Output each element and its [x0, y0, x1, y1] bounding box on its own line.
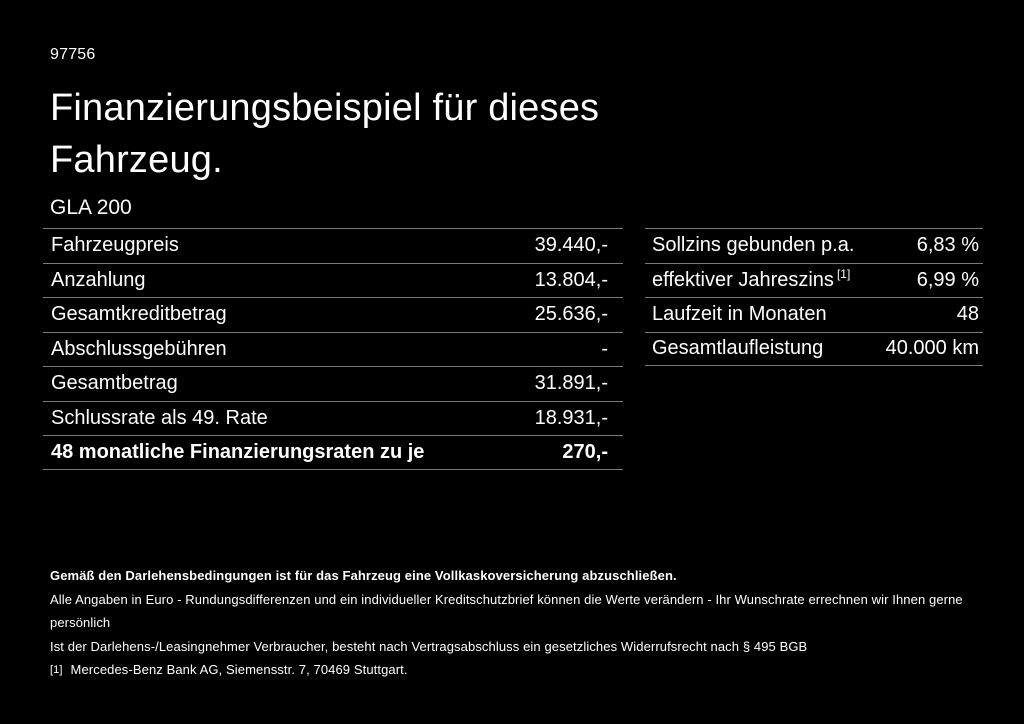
row-value: 25.636,- [534, 303, 608, 326]
row-label: Fahrzeugpreis [51, 234, 179, 257]
conditions-table: Sollzins gebunden p.a. 6,83 % effektiver… [645, 228, 983, 366]
table-row-effektivzins: effektiver Jahreszins [1] 6,99 % [645, 262, 983, 298]
row-value: 6,83 % [916, 234, 979, 257]
row-label: Schlussrate als 49. Rate [51, 406, 268, 429]
table-row-fahrzeugpreis: Fahrzeugpreis 39.440,- [43, 228, 623, 263]
row-label: Laufzeit in Monaten [652, 303, 827, 326]
footnote-text: Mercedes-Benz Bank AG, Siemensstr. 7, 70… [70, 662, 408, 677]
table-row-anzahlung: Anzahlung 13.804,- [43, 262, 623, 298]
footnote: [1] Mercedes-Benz Bank AG, Siemensstr. 7,… [50, 658, 980, 684]
table-row-gesamtbetrag: Gesamtbetrag 31.891,- [43, 366, 623, 401]
footnote-reference: [1] [836, 267, 851, 282]
disclaimer-insurance: Gemäß den Darlehensbedingungen ist für d… [50, 568, 677, 583]
disclaimer-euro-note: Alle Angaben in Euro - Rundungsdifferenz… [50, 591, 963, 631]
page-title-line2: Fahrzeug. [50, 139, 223, 181]
row-value: 13.804,- [534, 268, 608, 291]
page-title-line1: Finanzierungsbeispiel für dieses [50, 87, 600, 129]
row-label: 48 monatliche Finanzierungsraten zu je [51, 440, 425, 463]
row-value: 39.440,- [534, 234, 608, 257]
row-value: 48 [956, 303, 979, 326]
row-value: 18.931,- [534, 406, 608, 429]
row-value: 6,99 % [916, 268, 979, 291]
row-label: effektiver Jahreszins [1] [652, 267, 851, 292]
vehicle-id: 97756 [50, 46, 96, 63]
row-value: 40.000 km [885, 337, 979, 360]
row-label: Gesamtlaufleistung [652, 337, 824, 360]
table-row-abschlussgebuehren: Abschlussgebühren - [43, 331, 623, 367]
row-label: Anzahlung [51, 268, 146, 291]
disclaimer-widerruf: Ist der Darlehens-/Leasingnehmer Verbrau… [50, 638, 808, 654]
row-label-text: effektiver Jahreszins [652, 268, 834, 291]
row-value: - [601, 337, 608, 360]
financing-table: Fahrzeugpreis 39.440,- Anzahlung 13.804,… [43, 228, 623, 470]
row-value: 270,- [562, 440, 608, 463]
table-row-sollzins: Sollzins gebunden p.a. 6,83 % [645, 228, 983, 263]
row-label: Gesamtkreditbetrag [51, 303, 227, 326]
row-label: Sollzins gebunden p.a. [652, 234, 855, 257]
page-title: Finanzierungsbeispiel für dieses Fahrzeu… [50, 82, 599, 186]
row-label: Abschlussgebühren [51, 337, 227, 360]
table-row-gesamtlaufleistung: Gesamtlaufleistung 40.000 km [645, 331, 983, 366]
disclaimer-footer: Gemäß den Darlehensbedingungen ist für d… [50, 564, 980, 684]
table-row-monatsrate: 48 monatliche Finanzierungsraten zu je 2… [43, 435, 623, 470]
table-row-schlussrate: Schlussrate als 49. Rate 18.931,- [43, 400, 623, 436]
table-row-gesamtkreditbetrag: Gesamtkreditbetrag 25.636,- [43, 297, 623, 332]
table-row-laufzeit: Laufzeit in Monaten 48 [645, 297, 983, 332]
footnote-marker: [1] [50, 664, 63, 676]
row-value: 31.891,- [534, 372, 608, 395]
vehicle-model: GLA 200 [50, 196, 132, 219]
row-label: Gesamtbetrag [51, 372, 178, 395]
